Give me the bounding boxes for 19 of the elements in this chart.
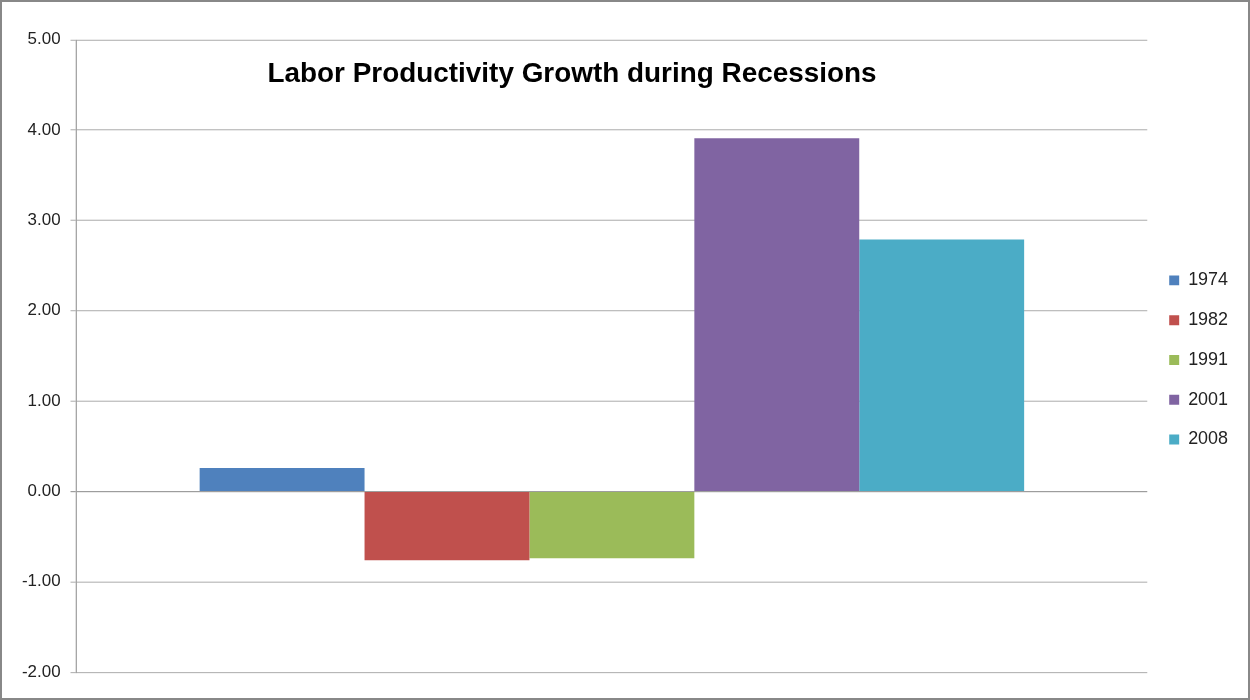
legend-label: 2001 — [1188, 388, 1229, 409]
legend-label: 1991 — [1188, 348, 1229, 369]
bar — [364, 491, 530, 561]
legend-label: 2008 — [1188, 428, 1229, 449]
legend-label: 1982 — [1188, 309, 1229, 330]
y-tick-label: 4.00 — [27, 119, 61, 139]
y-tick-label: 2.00 — [27, 300, 61, 320]
bar — [694, 138, 860, 491]
y-tick-label: -1.00 — [21, 571, 61, 591]
text: Labor Productivity Growth during Recessions — [267, 57, 877, 89]
y-tick-label: -2.00 — [21, 661, 61, 681]
y-tick-label: 1.00 — [27, 390, 61, 410]
y-tick-label: 5.00 — [27, 29, 61, 49]
y-tick-label: 3.00 — [27, 210, 61, 230]
bar — [859, 239, 1025, 491]
bar — [199, 467, 365, 491]
legend-label: 1974 — [1188, 269, 1229, 290]
y-tick-label: 0.00 — [27, 481, 61, 501]
bar — [529, 491, 695, 559]
